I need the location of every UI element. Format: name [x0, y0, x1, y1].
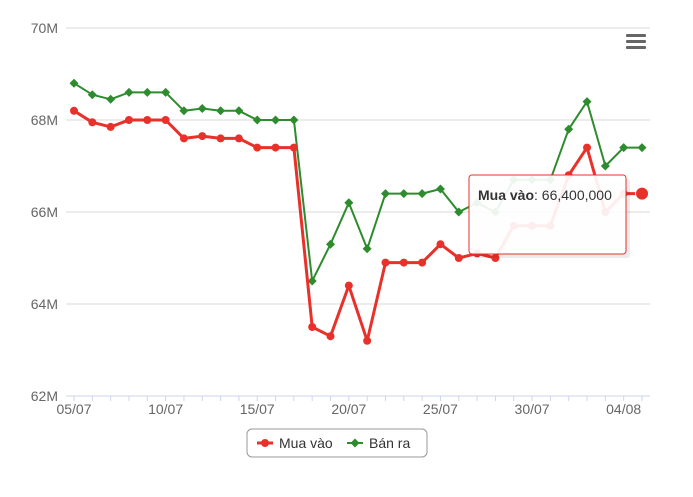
data-point[interactable] [307, 276, 317, 286]
legend-item[interactable]: Bán ra [347, 435, 410, 451]
data-point[interactable] [564, 124, 574, 134]
tooltip-value: 66,400,000 [542, 187, 612, 203]
data-point[interactable] [380, 189, 390, 199]
data-point[interactable] [600, 161, 610, 171]
x-tick-label: 05/07 [56, 401, 91, 417]
data-point[interactable] [216, 106, 226, 116]
chart-menu-button[interactable] [622, 30, 650, 54]
data-point[interactable] [142, 87, 152, 97]
data-point[interactable] [417, 189, 427, 199]
data-point[interactable] [454, 207, 464, 217]
data-point[interactable] [344, 198, 354, 208]
x-tick-label: 10/07 [148, 401, 183, 417]
data-point[interactable] [69, 78, 79, 88]
legend: Mua vào Bán ra [246, 428, 428, 458]
data-point[interactable] [197, 104, 207, 113]
y-tick-label: 64M [31, 296, 58, 312]
data-point[interactable] [362, 244, 372, 254]
hamburger-menu-icon [626, 34, 646, 49]
data-point[interactable] [234, 134, 243, 143]
data-point[interactable] [106, 94, 116, 104]
data-point[interactable] [363, 336, 372, 345]
tooltip-series-name: Mua vào [478, 187, 534, 203]
data-point[interactable] [399, 258, 408, 267]
data-point[interactable] [216, 134, 225, 143]
data-point[interactable] [70, 106, 78, 115]
data-point[interactable] [344, 281, 353, 290]
data-point[interactable] [234, 106, 244, 116]
hovered-point[interactable] [635, 186, 649, 201]
legend-box [246, 428, 428, 458]
tooltip: Mua vào: 66,400,000 [468, 174, 630, 258]
data-point[interactable] [583, 143, 592, 152]
data-point[interactable] [491, 254, 500, 262]
data-point[interactable] [179, 134, 188, 143]
data-point[interactable] [124, 87, 134, 97]
data-point[interactable] [454, 254, 463, 262]
data-point[interactable] [161, 87, 171, 97]
data-point[interactable] [124, 116, 133, 124]
x-axis: 05/07 10/07 15/07 20/07 25/07 30/07 04/08 [56, 395, 650, 417]
data-point[interactable] [637, 143, 647, 153]
legend-label: Bán ra [369, 435, 410, 451]
data-point[interactable] [106, 122, 115, 131]
data-point[interactable] [198, 132, 207, 141]
data-point[interactable] [87, 90, 97, 100]
legend-marker [261, 439, 269, 447]
data-point[interactable] [435, 184, 445, 194]
y-axis: 62M 64M 66M 68M 70M [31, 20, 58, 404]
data-point[interactable] [289, 143, 298, 152]
x-tick-label: 30/07 [515, 401, 550, 417]
data-point[interactable] [326, 239, 336, 249]
data-point[interactable] [289, 115, 299, 125]
legend-item[interactable]: Mua vào [257, 435, 333, 451]
y-tick-label: 66M [31, 204, 58, 220]
grid-lines [66, 27, 650, 305]
tooltip-separator: : [534, 187, 542, 203]
legend-label: Mua vào [279, 435, 333, 451]
y-tick-label: 68M [31, 112, 58, 128]
data-point[interactable] [399, 189, 409, 199]
data-point[interactable] [271, 115, 281, 125]
data-point[interactable] [143, 116, 152, 124]
x-tick-label: 04/08 [606, 401, 641, 417]
x-tick-label: 25/07 [423, 401, 458, 417]
legend-marker [350, 438, 360, 448]
data-point[interactable] [88, 118, 97, 127]
tooltip-box [468, 174, 627, 255]
y-tick-label: 62M [31, 388, 58, 404]
data-point[interactable] [161, 116, 170, 124]
data-point[interactable] [436, 240, 445, 249]
data-point[interactable] [381, 258, 390, 267]
x-tick-label: 20/07 [331, 401, 366, 417]
x-tick-label: 15/07 [240, 401, 275, 417]
y-tick-label: 70M [31, 20, 58, 36]
data-point[interactable] [582, 97, 592, 107]
data-point[interactable] [271, 143, 280, 152]
data-point[interactable] [253, 143, 262, 152]
tooltip-label: Mua vào: 66,400,000 [478, 187, 612, 203]
data-point[interactable] [252, 115, 262, 125]
data-point[interactable] [179, 106, 189, 116]
data-point[interactable] [308, 323, 317, 331]
data-point[interactable] [326, 332, 335, 341]
data-point[interactable] [619, 143, 629, 153]
data-point[interactable] [418, 258, 427, 267]
